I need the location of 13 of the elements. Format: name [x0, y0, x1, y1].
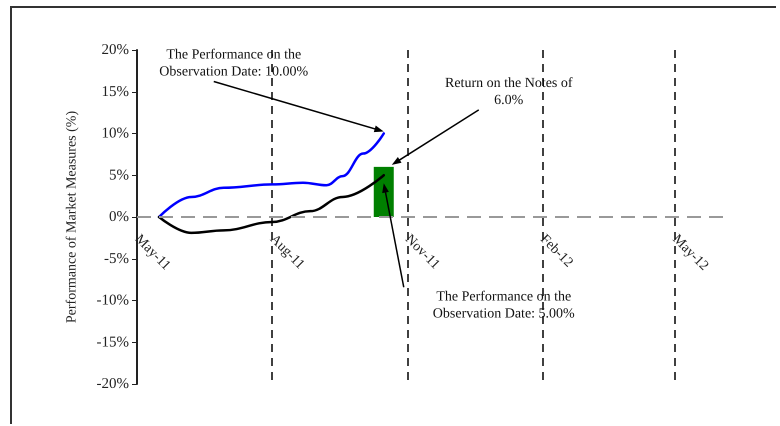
annotation: The Performance on the Observation Date: 5.00% [432, 289, 576, 322]
y-axis-title: Performance of Market Measures (%) [64, 110, 80, 324]
y-tick-label: 5% [109, 167, 129, 184]
y-tick-label: -20% [96, 376, 129, 392]
y-tick-label: 15% [102, 84, 129, 100]
y-tick-label: -15% [96, 334, 129, 350]
y-tick-label: -5% [104, 250, 129, 267]
y-tick-label: 10% [102, 126, 129, 142]
y-tick-label: 0% [109, 209, 129, 225]
annotation: Return on the Notes of 6.0% [444, 76, 573, 108]
annotation: The Performance on the Observation Date: 10.00% [159, 48, 309, 80]
y-tick-label: 20% [102, 42, 129, 58]
y-tick-label: -10% [96, 292, 129, 308]
